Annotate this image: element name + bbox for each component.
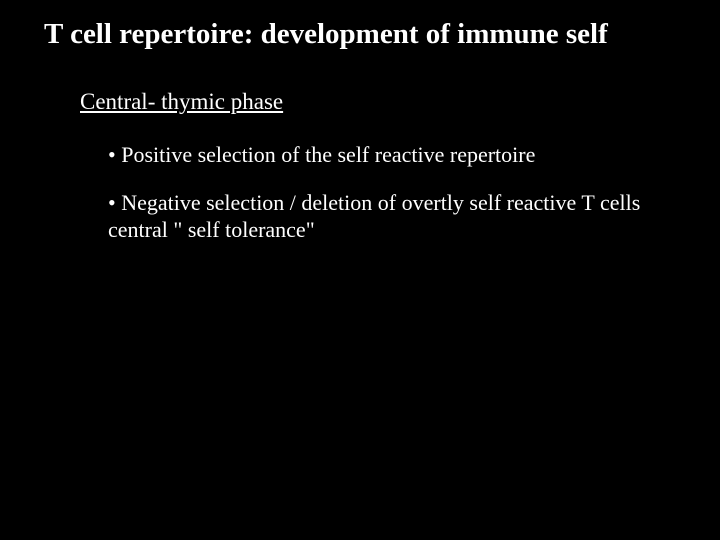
slide-subtitle: Central- thymic phase	[80, 89, 690, 115]
bullet-list: • Positive selection of the self reactiv…	[108, 141, 650, 244]
slide-container: T cell repertoire: development of immune…	[0, 0, 720, 540]
bullet-item: • Negative selection / deletion of overt…	[108, 189, 650, 244]
bullet-item: • Positive selection of the self reactiv…	[108, 141, 650, 169]
slide-title: T cell repertoire: development of immune…	[44, 18, 690, 51]
